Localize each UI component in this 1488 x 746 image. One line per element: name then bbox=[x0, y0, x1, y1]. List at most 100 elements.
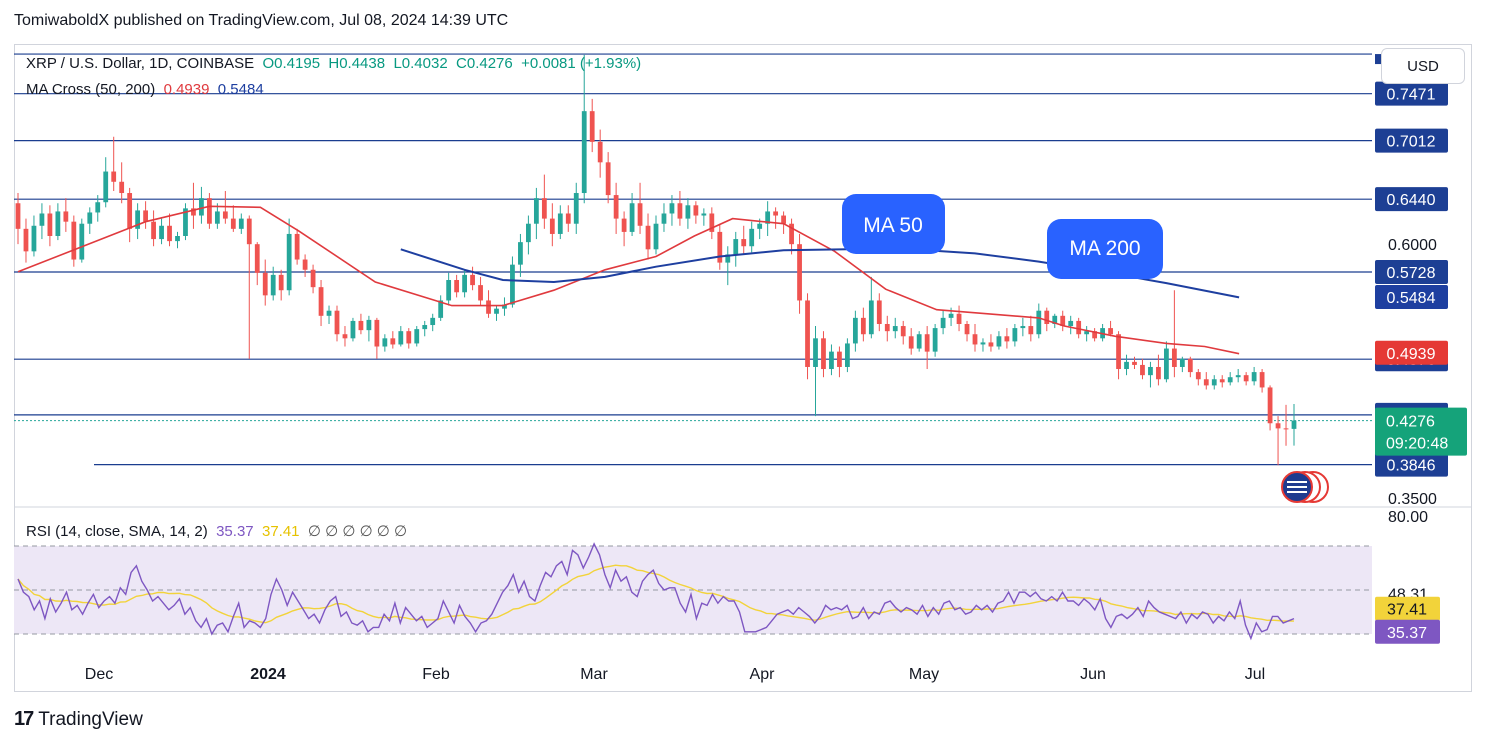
ma50-line bbox=[17, 205, 1240, 355]
candle bbox=[605, 152, 611, 204]
rsi-line bbox=[17, 542, 1295, 641]
candle bbox=[462, 269, 467, 298]
candle bbox=[167, 213, 172, 247]
ma-legend: MA Cross (50, 200) 0.4939 0.5484 bbox=[26, 81, 264, 98]
candle bbox=[175, 231, 180, 249]
candle bbox=[135, 203, 141, 240]
candle bbox=[916, 331, 922, 352]
rsi-legend: RSI (14, close, SMA, 14, 2) 35.37 37.41 … bbox=[26, 522, 407, 540]
ma200-legend-value: 0.5484 bbox=[217, 81, 264, 98]
candle bbox=[781, 211, 786, 234]
candle bbox=[741, 225, 747, 255]
ma50-callout: MA 50 bbox=[842, 194, 945, 254]
candle bbox=[597, 129, 603, 178]
rsi-sma-legend-value: 37.41 bbox=[261, 523, 300, 540]
rsi-tick-label: 80.00 bbox=[1388, 509, 1428, 526]
candle bbox=[79, 218, 85, 263]
candle bbox=[541, 174, 547, 229]
candle bbox=[342, 326, 348, 347]
candle bbox=[1020, 317, 1026, 337]
svg-text:0.5728: 0.5728 bbox=[1387, 265, 1436, 282]
candle bbox=[980, 338, 986, 352]
candle bbox=[932, 324, 938, 357]
time-tick-label: Feb bbox=[422, 666, 450, 683]
candle bbox=[733, 231, 739, 267]
time-tick-label: May bbox=[909, 666, 939, 683]
candle bbox=[103, 157, 109, 208]
candle bbox=[972, 324, 978, 352]
candle bbox=[709, 207, 715, 240]
rsi-price-label: 35.37 bbox=[1375, 619, 1440, 644]
candle bbox=[95, 195, 101, 222]
candle bbox=[661, 203, 667, 232]
candle bbox=[868, 276, 874, 339]
rsi-sma-price-label: 37.41 bbox=[1375, 596, 1440, 621]
candle bbox=[374, 317, 380, 359]
candle bbox=[294, 228, 300, 265]
candle bbox=[653, 215, 659, 255]
currency-button[interactable]: USD bbox=[1381, 48, 1465, 84]
candle bbox=[1116, 331, 1121, 380]
candle bbox=[199, 186, 204, 224]
candle bbox=[821, 331, 826, 378]
candle bbox=[382, 334, 388, 352]
candle bbox=[1259, 369, 1265, 393]
time-axis: Dec 2024 Feb Mar Apr May Jun Jul bbox=[85, 666, 1265, 683]
ma200-price-label: 0.5484 bbox=[1375, 284, 1448, 309]
candle bbox=[565, 205, 571, 232]
candle bbox=[1243, 372, 1249, 386]
candle bbox=[797, 233, 802, 314]
ma50-legend-value: 0.4939 bbox=[163, 81, 210, 98]
candle bbox=[270, 266, 276, 301]
candle bbox=[892, 317, 898, 339]
candle bbox=[23, 218, 29, 263]
candle bbox=[908, 328, 914, 355]
tradingview-brand[interactable]: 17 TradingView bbox=[14, 708, 143, 731]
level-price-label: 0.6440 bbox=[1375, 187, 1448, 212]
candle bbox=[207, 193, 212, 229]
candle bbox=[1028, 315, 1034, 342]
rsi-extras: ∅ ∅ ∅ ∅ ∅ ∅ bbox=[307, 523, 408, 540]
candle bbox=[1132, 356, 1137, 370]
candle bbox=[1219, 375, 1225, 388]
candle bbox=[446, 272, 452, 306]
candle bbox=[47, 205, 53, 247]
candle bbox=[1124, 354, 1129, 376]
candle bbox=[589, 98, 595, 153]
ohlc-high: H0.4438 bbox=[328, 55, 386, 72]
price-axis: 0.74710.70120.64400.57280.48760.43320.38… bbox=[1375, 54, 1467, 508]
candle bbox=[119, 162, 125, 204]
price-tick-label: 0.3500 bbox=[1388, 491, 1437, 508]
svg-text:0.4939: 0.4939 bbox=[1387, 346, 1436, 363]
candlestick-series bbox=[15, 54, 1297, 466]
candle bbox=[334, 305, 340, 342]
candle bbox=[143, 201, 148, 229]
candle bbox=[518, 233, 523, 277]
candle bbox=[246, 215, 252, 359]
brand-name: TradingView bbox=[38, 708, 143, 730]
candle bbox=[183, 203, 188, 241]
candle bbox=[71, 215, 77, 267]
candle bbox=[470, 266, 475, 291]
events-flag-icon[interactable] bbox=[1281, 471, 1329, 503]
level-price-label: 0.7471 bbox=[1375, 81, 1448, 106]
publisher-attribution: TomiwaboldX published on TradingView.com… bbox=[14, 12, 509, 29]
candle bbox=[956, 305, 962, 332]
candle bbox=[406, 328, 412, 349]
candle bbox=[278, 269, 284, 301]
candle bbox=[238, 213, 244, 234]
time-tick-label: Apr bbox=[750, 666, 776, 683]
candle bbox=[1052, 313, 1058, 329]
candle bbox=[924, 326, 930, 370]
candle bbox=[860, 307, 866, 342]
candle bbox=[1291, 404, 1297, 446]
candle bbox=[789, 218, 794, 255]
candle bbox=[286, 218, 292, 296]
ma50-callout-label: MA 50 bbox=[863, 214, 923, 237]
ma200-callout-label: MA 200 bbox=[1069, 237, 1140, 260]
candle bbox=[669, 195, 675, 226]
candle bbox=[900, 320, 906, 345]
candle bbox=[438, 295, 444, 321]
